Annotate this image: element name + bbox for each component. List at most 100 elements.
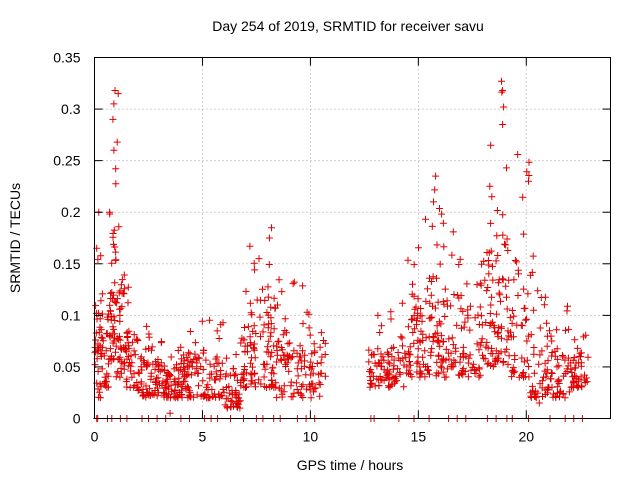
data-point [186,328,194,335]
data-point [413,368,421,376]
data-point [406,358,413,365]
data-point [438,358,446,366]
data-point [535,360,543,368]
data-point [259,328,267,336]
data-point [212,368,220,376]
data-point [284,352,292,360]
data-point [523,168,531,176]
data-point [408,373,416,381]
data-point [547,369,555,377]
data-point [98,290,106,298]
data-point [499,87,507,94]
data-point [518,354,526,362]
data-point [510,312,518,320]
data-point [416,312,424,320]
data-point [250,346,258,354]
data-point [450,291,458,298]
data-point [482,319,490,326]
data-point [410,261,418,269]
data-point [487,141,495,149]
data-point [523,356,531,364]
data-point [114,369,122,377]
data-point [264,293,272,301]
data-point [394,349,402,356]
data-point [263,348,271,356]
data-point [299,394,307,401]
data-point [408,316,415,324]
data-point [504,247,512,254]
data-point [246,242,254,250]
data-point [302,385,310,393]
data-point [493,354,501,362]
data-point [240,377,247,384]
data-point [181,365,189,373]
data-point [224,395,232,403]
data-point [123,329,131,337]
data-point [435,318,443,326]
data-point [410,312,418,320]
data-point [163,393,171,401]
grid-layer [94,57,611,419]
data-point [424,285,431,293]
data-point [255,255,263,263]
data-point [459,367,467,375]
data-point [545,383,553,391]
data-point [567,383,575,391]
data-point [315,379,323,387]
data-point [489,262,496,270]
data-point [497,297,504,305]
data-point [212,355,220,363]
data-point [483,360,491,368]
data-point [265,261,273,268]
data-point [502,241,510,249]
data-point [154,362,162,370]
data-point [434,352,442,360]
data-point [556,388,564,396]
data-point [260,373,268,381]
data-point [257,333,264,341]
data-point [414,345,422,353]
data-point [483,338,491,346]
data-point [211,376,218,384]
data-point [542,373,550,381]
data-point [440,338,447,345]
data-point [222,370,230,378]
data-point [126,384,134,392]
data-point [238,371,246,378]
data-point [278,288,286,296]
data-point [251,266,259,274]
data-point [431,186,439,194]
data-point [161,366,169,374]
y-tick-label: 0.05 [53,359,80,375]
data-point [164,376,171,384]
data-point [477,312,485,320]
data-point [506,314,514,322]
data-point [299,320,307,328]
data-point [507,328,514,336]
data-point [575,359,583,367]
data-point [540,301,548,309]
data-point [440,243,448,251]
data-point [452,347,460,355]
data-point [228,398,236,406]
data-point [370,351,378,359]
data-point [167,381,175,389]
tick-layer: 0 0.05 0.1 0.15 0.2 0.25 0.3 0.35 0 5 10 15 20 [53,50,611,445]
data-point [484,257,492,264]
data-point [208,370,216,378]
data-point [310,340,318,348]
data-point [111,279,119,287]
data-point [113,335,121,343]
data-point [140,357,148,365]
data-point [118,303,126,311]
data-point [528,268,536,276]
data-point [502,282,510,290]
data-point [437,332,445,340]
data-point [501,240,508,248]
data-point [257,380,265,388]
data-point [316,392,324,400]
data-point [229,365,237,373]
data-point [536,324,544,332]
data-point [267,320,275,328]
data-point [296,342,304,350]
